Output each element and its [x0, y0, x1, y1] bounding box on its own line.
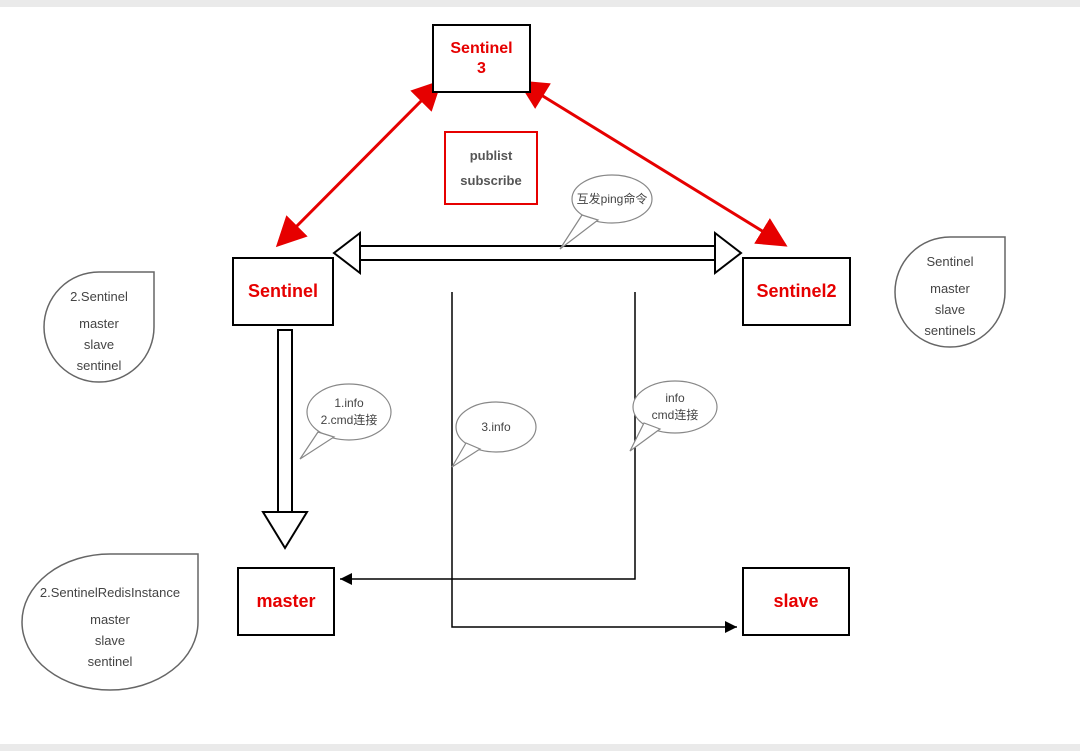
node-sentinel: Sentinel	[232, 257, 334, 326]
node-sentinel3-label-1: Sentinel	[450, 40, 512, 57]
bubble-info: 1.info 2.cmd连接	[307, 387, 391, 437]
teardrop-lt-l3: sentinel	[77, 356, 122, 377]
edge-s3-sentinel2	[520, 82, 785, 245]
teardrop-lt-l1: master	[79, 314, 119, 335]
node-slave: slave	[742, 567, 850, 636]
pubsub-line2: subscribe	[460, 173, 521, 188]
bubble-cmd-line2: cmd连接	[652, 407, 699, 424]
bubble-ping-text: 互发ping命令	[572, 177, 652, 221]
node-slave-label: slave	[773, 591, 818, 612]
teardrop-rt-l3: sentinels	[924, 321, 975, 342]
teardrop-left-top: 2.Sentinel master slave sentinel	[44, 277, 154, 387]
teardrop-lb-l2: slave	[95, 631, 125, 652]
node-master: master	[237, 567, 335, 636]
teardrop-left-bottom: 2.SentinelRedisInstance master slave sen…	[22, 565, 198, 691]
teardrop-lb-l1: master	[90, 610, 130, 631]
bubble-3info: 3.info	[456, 405, 536, 449]
teardrop-lb-l3: sentinel	[88, 652, 133, 673]
bubble-ping: 互发ping命令	[572, 177, 652, 221]
teardrop-right-top: Sentinel master slave sentinels	[895, 242, 1005, 352]
diagram-canvas: Sentinel 3 publist subscribe Sentinel Se…	[0, 7, 1080, 744]
teardrop-rt-l2: slave	[935, 300, 965, 321]
bubble-info-line2: 2.cmd连接	[321, 412, 378, 429]
node-sentinel-label: Sentinel	[248, 281, 318, 302]
node-master-label: master	[256, 591, 315, 612]
edge-sentinel-slave	[452, 292, 737, 627]
node-pubsub: publist subscribe	[444, 131, 538, 205]
node-sentinel3-label-2: 3	[477, 60, 486, 77]
pubsub-line1: publist	[470, 148, 513, 163]
edge-sentinel-sentinel2	[334, 233, 741, 273]
edge-s3-sentinel	[278, 82, 440, 245]
teardrop-lb-title: 2.SentinelRedisInstance	[40, 583, 180, 604]
bubble-info-line1: 1.info	[334, 395, 363, 412]
node-sentinel2-label: Sentinel2	[756, 281, 836, 302]
teardrop-rt-title: Sentinel	[927, 252, 974, 273]
teardrop-lt-title: 2.Sentinel	[70, 287, 128, 308]
node-sentinel2: Sentinel2	[742, 257, 851, 326]
node-sentinel3: Sentinel 3	[432, 24, 531, 93]
teardrop-rt-l1: master	[930, 279, 970, 300]
teardrop-lt-l2: slave	[84, 335, 114, 356]
edge-sentinel-master	[263, 330, 307, 548]
bubble-3info-text: 3.info	[456, 405, 536, 449]
bubble-cmd: info cmd连接	[633, 383, 717, 431]
bubble-cmd-line1: info	[665, 390, 684, 407]
